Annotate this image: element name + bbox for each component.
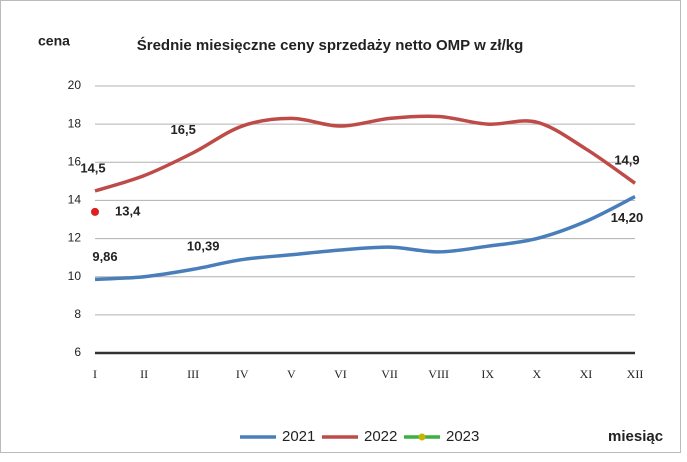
y-tick-label: 6 bbox=[74, 345, 81, 359]
x-axis-label: miesiąc bbox=[608, 428, 663, 445]
series-line bbox=[94, 114, 637, 193]
legend-label: 2021 bbox=[282, 428, 315, 445]
data-label: 14,9 bbox=[614, 153, 639, 168]
x-tick-label: IV bbox=[236, 367, 249, 381]
x-tick-label: X bbox=[532, 367, 541, 381]
x-tick-label: XII bbox=[627, 367, 644, 381]
x-tick-label: VII bbox=[381, 367, 398, 381]
legend-label: 2022 bbox=[364, 428, 397, 445]
x-tick-label: IX bbox=[481, 367, 494, 381]
y-tick-label: 20 bbox=[68, 78, 82, 92]
y-tick-label: 12 bbox=[68, 231, 82, 245]
legend-label: 2023 bbox=[446, 428, 479, 445]
data-label: 9,86 bbox=[92, 249, 117, 264]
x-tick-label: V bbox=[287, 367, 296, 381]
data-label: 14,20 bbox=[611, 210, 644, 225]
y-tick-label: 16 bbox=[68, 154, 82, 168]
chart-title: Średnie miesięczne ceny sprzedaży netto … bbox=[137, 36, 524, 54]
series-line bbox=[94, 195, 636, 282]
data-label: 14,5 bbox=[80, 160, 105, 175]
y-axis-label: cena bbox=[38, 33, 70, 49]
data-label: 16,5 bbox=[171, 122, 196, 137]
x-tick-label: XI bbox=[580, 367, 593, 381]
data-label: 13,4 bbox=[115, 203, 141, 218]
x-tick-label: VIII bbox=[428, 367, 449, 381]
y-tick-label: 14 bbox=[68, 193, 82, 207]
legend-marker bbox=[418, 433, 426, 441]
y-tick-label: 10 bbox=[68, 269, 82, 283]
y-tick-label: 18 bbox=[68, 116, 82, 130]
x-tick-label: I bbox=[93, 367, 97, 381]
chart-frame bbox=[0, 0, 681, 453]
y-tick-label: 8 bbox=[74, 307, 81, 321]
x-tick-label: VI bbox=[334, 367, 347, 381]
x-tick-label: II bbox=[140, 367, 148, 381]
data-label: 10,39 bbox=[187, 239, 220, 254]
x-tick-label: III bbox=[187, 367, 199, 381]
data-point bbox=[91, 207, 99, 216]
